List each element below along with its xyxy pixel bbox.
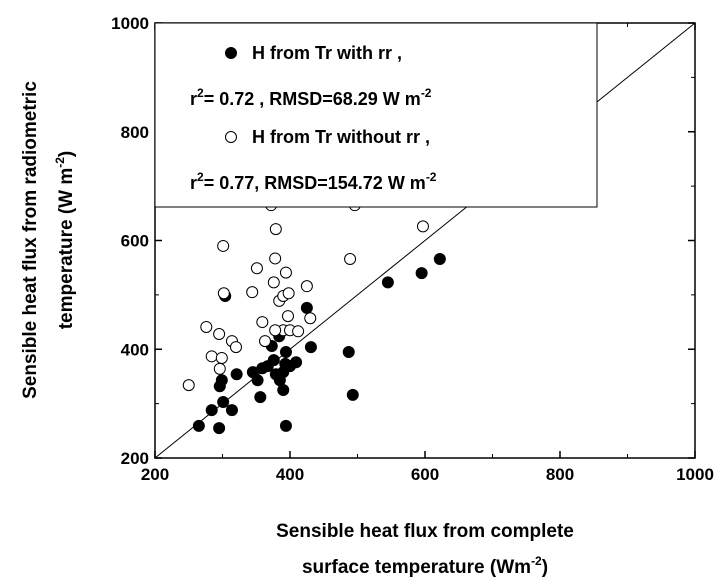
text-part: ): [56, 151, 77, 157]
point: [269, 324, 282, 337]
point: [344, 252, 357, 265]
point: [415, 267, 428, 280]
text-part: = 0.72 , RMSD=68.29 W m: [204, 89, 421, 109]
point: [279, 266, 292, 279]
point: [281, 310, 294, 323]
point: [269, 252, 282, 265]
point: [267, 276, 280, 289]
superscript: -2: [421, 86, 432, 100]
point: [230, 341, 242, 354]
superscript: -2: [426, 170, 437, 184]
label: surface temperature (Wm-2): [302, 554, 548, 578]
point: [205, 350, 218, 363]
point: [416, 220, 429, 233]
x-tick-label: 1000: [676, 465, 714, 484]
text-part: temperature (W m: [56, 168, 77, 330]
y-tick-label: 400: [121, 340, 149, 359]
point: [269, 223, 282, 236]
point: [346, 388, 359, 401]
point: [277, 384, 290, 397]
superscript: 2: [197, 170, 204, 184]
label: r2= 0.72 , RMSD=68.29 W m-2: [190, 86, 432, 109]
point: [250, 262, 263, 275]
y-tick-label: 800: [121, 123, 149, 142]
point: [267, 354, 280, 367]
point: [213, 422, 226, 435]
point: [279, 345, 292, 358]
one-to-one-line: [154, 22, 696, 459]
point: [342, 345, 355, 358]
point: [256, 316, 269, 329]
text-part: ): [542, 557, 548, 578]
point: [213, 328, 226, 341]
legend-marker: [225, 47, 237, 59]
point: [251, 374, 264, 387]
point: [192, 419, 205, 432]
point: [259, 335, 272, 348]
x-tick-label: 200: [141, 465, 169, 484]
text-part: surface temperature (Wm: [302, 557, 531, 578]
x-tick-label: 400: [276, 465, 304, 484]
text-part: Sensible heat flux from radiometric: [20, 81, 41, 399]
y-tick-label: 600: [121, 232, 149, 251]
point: [300, 280, 313, 293]
x-tick-label: 800: [546, 465, 574, 484]
point: [213, 362, 226, 375]
superscript: -2: [53, 157, 67, 168]
label: Sensible heat flux from complete: [276, 521, 574, 542]
legend-label: H from Tr without rr ,: [252, 127, 430, 147]
point: [230, 368, 243, 381]
text-part: = 0.77, RMSD=154.72 W m: [204, 173, 426, 193]
point: [205, 404, 218, 417]
x-tick-label: 600: [411, 465, 439, 484]
legend-label: H from Tr with rr ,: [252, 43, 402, 63]
text-part: r: [190, 89, 197, 109]
superscript: 2: [197, 86, 204, 100]
point: [254, 391, 267, 404]
point: [300, 301, 313, 314]
point: [182, 379, 195, 392]
point: [304, 312, 317, 325]
point: [217, 239, 230, 252]
y-tick-label: 1000: [111, 14, 149, 33]
legend-marker: [225, 131, 237, 143]
label: temperature (W m-2): [53, 151, 77, 330]
label: r2= 0.77, RMSD=154.72 W m-2: [190, 170, 437, 193]
point: [433, 252, 446, 265]
point: [282, 287, 295, 300]
point: [279, 419, 292, 432]
point: [304, 341, 317, 354]
point: [381, 276, 394, 289]
point: [290, 356, 303, 369]
point: [279, 357, 292, 370]
y-tick-label: 200: [121, 449, 149, 468]
label: Sensible heat flux from radiometric: [20, 81, 41, 399]
point: [246, 286, 259, 299]
point: [217, 287, 230, 300]
text-part: Sensible heat flux from complete: [276, 521, 574, 542]
point: [225, 404, 238, 417]
text-part: r: [190, 173, 197, 193]
point: [292, 325, 305, 338]
point: [215, 351, 228, 364]
point: [215, 374, 228, 387]
superscript: -2: [531, 554, 542, 568]
point: [200, 320, 213, 333]
point: [217, 395, 230, 408]
